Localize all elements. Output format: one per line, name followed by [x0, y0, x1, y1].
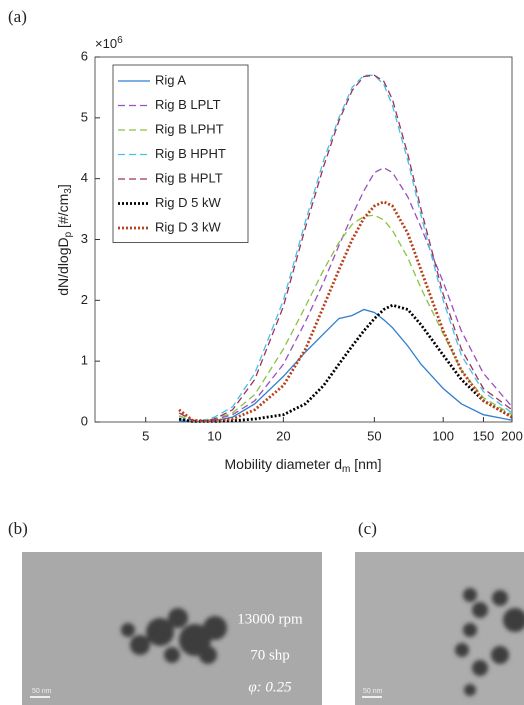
y-multiplier-exponent: 6: [117, 35, 123, 46]
legend-label: Rig B HPHT: [155, 146, 226, 161]
y-label-sub: 3: [63, 188, 74, 194]
tem-image-b: 13000 rpm 70 shp φ: 0.25 50 nm: [22, 552, 322, 705]
plot: 0 1 2 3 4 5 6 5 10 20 50 100 150 200 Rig A Rig B LPLT Ri…: [81, 48, 523, 443]
x-tick-label: 10: [207, 428, 221, 443]
series-line: [178, 166, 513, 422]
legend-label: Rig A: [155, 72, 186, 87]
y-label-sub: p: [63, 231, 74, 237]
x-tick-label: 100: [432, 428, 454, 443]
series-line: [178, 214, 513, 422]
scale-bar-label: 50 nm: [32, 688, 52, 695]
y-tick-label: 5: [81, 109, 88, 124]
annotation: 13000 rpm: [237, 611, 303, 627]
x-label-text: [nm]: [350, 456, 381, 472]
tem-image-c: 50 nm: [355, 552, 524, 705]
annotation: φ: 0.25: [248, 679, 292, 695]
legend-label: Rig D 3 kW: [155, 219, 221, 234]
series-line: [179, 74, 513, 422]
x-label-text: Mobility diameter d: [225, 456, 343, 472]
x-tick-label: 50: [367, 428, 381, 443]
y-label-text: [#/cm: [55, 194, 71, 232]
panel-label: (b): [8, 519, 28, 538]
legend-box: [112, 64, 249, 243]
x-axis-label: Mobility diameter dm [nm]: [225, 456, 382, 475]
y-multiplier-base: ×10: [95, 36, 117, 51]
x-tick-label: 5: [142, 428, 149, 443]
y-tick-label: 1: [81, 353, 88, 368]
y-tick-label: 3: [81, 231, 88, 246]
scale-bar-label: 50 nm: [363, 688, 383, 695]
y-tick-label: 2: [81, 292, 88, 307]
y-tick-label: 4: [81, 170, 88, 185]
panel-label: (a): [8, 7, 27, 26]
legend-label: Rig B LPLT: [155, 97, 221, 112]
series-line: [178, 200, 513, 423]
y-multiplier: ×106: [95, 35, 123, 52]
annotation: 70 shp: [250, 647, 290, 663]
y-tick-label: 0: [81, 413, 88, 428]
y-label-text: ]: [55, 184, 71, 188]
legend-label: Rig B LPHT: [155, 121, 224, 136]
y-tick-label: 6: [81, 48, 88, 63]
y-label-text: dN/dlogD: [55, 237, 71, 295]
y-axis-label: dN/dlogDp [#/cm3]: [55, 184, 74, 296]
x-tick-label: 200: [501, 428, 523, 443]
series-line: [179, 308, 513, 423]
panel-label: (c): [358, 519, 377, 538]
x-label-sub: m: [342, 464, 350, 475]
legend-label: Rig B HPLT: [155, 170, 223, 185]
x-tick-label: 150: [473, 428, 495, 443]
x-tick-label: 20: [276, 428, 290, 443]
series-line: [178, 74, 513, 422]
legend-label: Rig D 5 kW: [155, 195, 221, 210]
